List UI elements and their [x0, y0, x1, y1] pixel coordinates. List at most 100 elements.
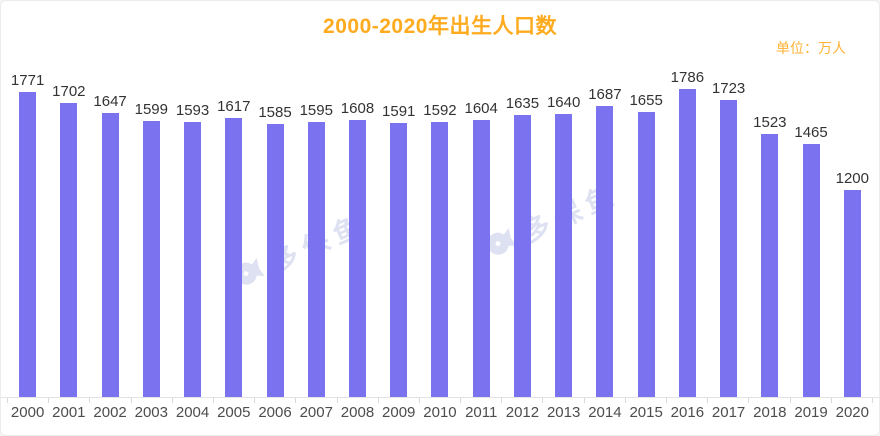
x-axis-label-2018: 2018 [753, 404, 787, 421]
bar-2009 [390, 123, 408, 397]
bar-2014 [596, 106, 614, 397]
bar-value-label: 1465 [794, 123, 828, 141]
bar-value-label: 1608 [340, 99, 375, 117]
x-axis-label-2014: 2014 [588, 404, 622, 421]
x-axis-ticks [7, 398, 873, 403]
bar-group-2019: 1465 [790, 123, 831, 397]
x-axis-label-2006: 2006 [258, 404, 292, 421]
x-axis-labels: 2000 2001 2002 2003 2004 2005 2006 2007 2008 2009… [7, 404, 873, 421]
bar-value-label: 1617 [217, 97, 251, 115]
x-axis-tick [132, 398, 173, 403]
x-axis-tick [585, 398, 626, 403]
bar-group-2016: 1786 [667, 68, 708, 397]
bar-2015 [637, 112, 655, 397]
bar-value-label: 1655 [629, 91, 663, 109]
x-axis-tick [708, 398, 750, 403]
x-axis-tick [832, 398, 873, 403]
x-axis-label-2008: 2008 [340, 404, 375, 421]
bar-group-2012: 1635 [502, 94, 543, 397]
x-axis-label-2020: 2020 [835, 404, 869, 421]
bar-value-label: 1200 [835, 169, 869, 187]
x-axis-tick [8, 398, 50, 403]
plot-area: 1771 1702 1647 1599 1593 1617 1585 1595 1608 1591… [7, 57, 873, 397]
bar-group-2010: 1592 [419, 101, 460, 397]
bar-group-2008: 1608 [337, 99, 378, 397]
bar-value-label: 1723 [711, 79, 746, 97]
x-axis-tick [173, 398, 214, 403]
bar-2012 [513, 115, 531, 397]
bar-group-2020: 1200 [832, 169, 873, 397]
bar-2016 [678, 89, 696, 397]
x-axis-label-2003: 2003 [134, 404, 168, 421]
bar-group-2003: 1599 [131, 100, 172, 397]
x-axis-tick [461, 398, 503, 403]
x-axis-label-2019: 2019 [794, 404, 828, 421]
bar-value-label: 1595 [299, 101, 333, 119]
x-axis-tick [338, 398, 379, 403]
x-axis-tick [420, 398, 462, 403]
bar-value-label: 1599 [134, 100, 168, 118]
x-axis-label-2001: 2001 [52, 404, 86, 421]
x-axis-tick [214, 398, 256, 403]
bar-value-label: 1604 [464, 99, 498, 117]
bar-2005 [225, 118, 243, 397]
x-axis-label-2004: 2004 [175, 404, 210, 421]
bar-2018 [761, 134, 779, 397]
bar-group-2009: 1591 [378, 102, 419, 397]
bar-2004 [184, 122, 202, 397]
x-axis-label-2005: 2005 [217, 404, 251, 421]
bar-value-label: 1640 [546, 93, 581, 111]
bar-group-2006: 1585 [254, 103, 295, 397]
bar-2002 [101, 113, 119, 397]
x-axis: 2000 2001 2002 2003 2004 2005 2006 2007 2008 2009… [1, 397, 879, 435]
bar-group-2004: 1593 [172, 102, 213, 397]
bar-group-2002: 1647 [89, 92, 130, 397]
bar-group-2018: 1523 [749, 113, 790, 397]
x-axis-label-2011: 2011 [465, 404, 498, 421]
bar-group-2007: 1595 [296, 101, 337, 397]
bar-group-2014: 1687 [584, 85, 625, 397]
bar-group-2011: 1604 [461, 99, 502, 397]
x-axis-tick [543, 398, 585, 403]
bar-group-2005: 1617 [213, 97, 254, 397]
x-axis-tick [791, 398, 832, 403]
chart-title: 2000-2020年出生人口数 [323, 15, 557, 38]
x-axis-label-2015: 2015 [629, 404, 663, 421]
unit-label: 单位：万人 [776, 40, 846, 56]
bar-2006 [266, 124, 284, 397]
bar-2007 [307, 122, 325, 397]
bar-2010 [431, 122, 449, 397]
x-axis-tick [667, 398, 709, 403]
bar-2001 [60, 103, 78, 397]
bar-value-label: 1687 [588, 85, 622, 103]
x-axis-label-2012: 2012 [505, 404, 540, 421]
bar-2013 [555, 114, 573, 397]
x-axis-tick [255, 398, 297, 403]
bar-value-label: 1585 [258, 103, 292, 121]
bar-2011 [472, 120, 490, 397]
bar-value-label: 1591 [382, 102, 416, 120]
bar-value-label: 1786 [670, 68, 705, 86]
bar-value-label: 1647 [93, 92, 127, 110]
x-axis-label-2017: 2017 [711, 404, 746, 421]
x-axis-label-2016: 2016 [670, 404, 705, 421]
x-axis-tick [626, 398, 667, 403]
bar-group-2017: 1723 [708, 79, 749, 397]
bar-2019 [802, 144, 820, 397]
bar-2020 [843, 190, 861, 397]
x-axis-label-2000: 2000 [10, 404, 45, 421]
bar-group-2001: 1702 [48, 83, 89, 397]
x-axis-tick [749, 398, 791, 403]
x-axis-label-2007: 2007 [299, 404, 333, 421]
bar-value-label: 1635 [505, 94, 540, 112]
x-axis-label-2009: 2009 [382, 404, 416, 421]
bar-value-label: 1592 [423, 101, 457, 119]
x-axis-label-2002: 2002 [93, 404, 127, 421]
x-axis-tick [49, 398, 91, 403]
x-axis-label-2013: 2013 [546, 404, 581, 421]
bar-2008 [348, 120, 366, 397]
bar-2017 [720, 100, 738, 397]
bar-value-label: 1523 [753, 113, 787, 131]
bar-group-2013: 1640 [543, 93, 584, 397]
